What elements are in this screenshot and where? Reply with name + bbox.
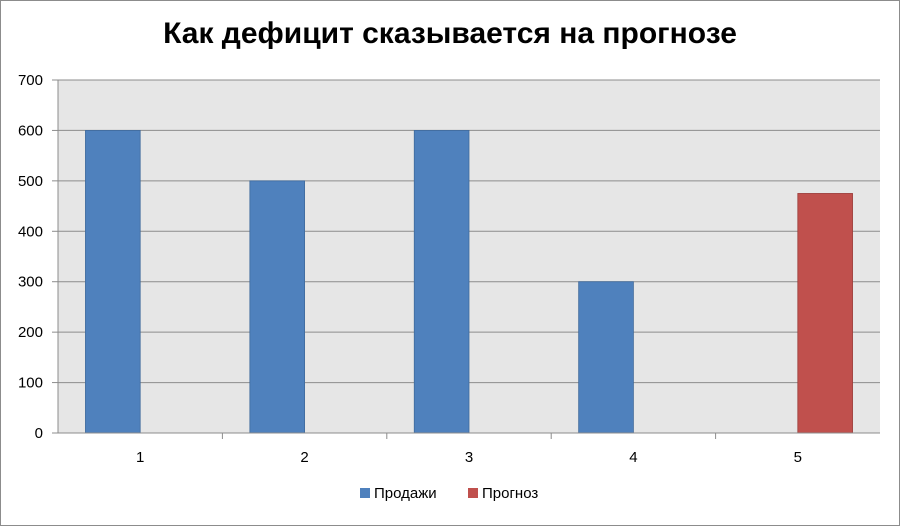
- legend: Продажи Прогноз: [360, 485, 538, 502]
- legend-swatch: [360, 488, 370, 498]
- x-tick-label: 1: [136, 449, 144, 466]
- bar-prodazhi-2: [249, 180, 305, 434]
- legend-label: Прогноз: [482, 485, 538, 502]
- x-tick-label: 3: [465, 449, 473, 466]
- legend-swatch: [468, 488, 478, 498]
- bar-prodazhi-1: [85, 130, 141, 434]
- chart-title: Как дефицит сказывается на прогнозе: [163, 17, 737, 50]
- x-tick-label: 4: [629, 449, 637, 466]
- y-tick-label: 300: [18, 274, 43, 291]
- x-tick-label: 2: [300, 449, 308, 466]
- legend-label: Продажи: [374, 485, 437, 502]
- y-tick-label: 600: [18, 122, 43, 139]
- y-tick-label: 400: [18, 223, 43, 240]
- bar-prognoz-5: [797, 193, 853, 434]
- y-tick-label: 200: [18, 324, 43, 341]
- x-tick-label: 5: [794, 449, 802, 466]
- bar-prodazhi-4: [578, 281, 634, 434]
- x-axis: 1 2 3 4 5: [58, 432, 880, 466]
- bar-prodazhi-3: [413, 130, 470, 434]
- y-tick-label: 0: [35, 425, 43, 442]
- y-tick-label: 100: [18, 375, 43, 392]
- y-axis: 0 100 200 300 400 500 600 700: [18, 72, 59, 442]
- bars: [85, 130, 853, 434]
- y-tick-label: 500: [18, 173, 43, 190]
- y-tick-label: 700: [18, 72, 43, 89]
